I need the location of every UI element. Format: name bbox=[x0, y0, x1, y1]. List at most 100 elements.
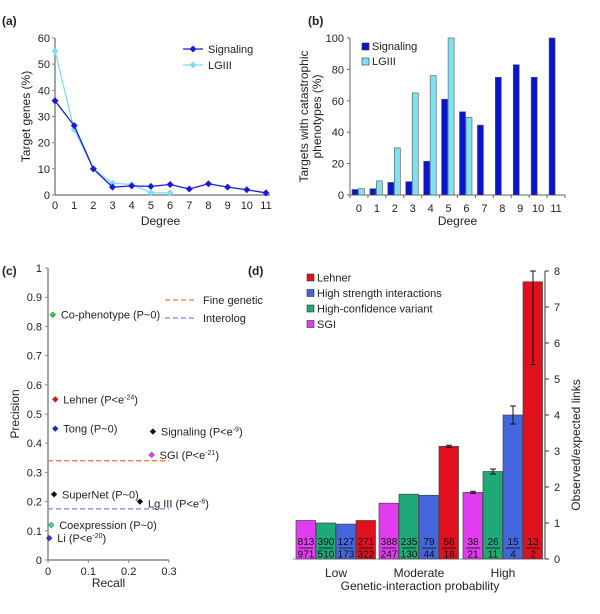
point-label: SGI (P<e-21) bbox=[160, 450, 219, 462]
data-point bbox=[50, 491, 58, 498]
data-point bbox=[51, 47, 59, 55]
x-tick-label: 0 bbox=[45, 566, 51, 578]
legend-label: Lehner bbox=[317, 273, 352, 285]
point-label: Coexpression (P~0) bbox=[59, 520, 157, 532]
count-denominator: 44 bbox=[423, 550, 435, 561]
x-tick-label: 1 bbox=[71, 200, 77, 212]
legend-label: Fine genetic bbox=[203, 295, 263, 307]
point-label-text: Lehner (P<e bbox=[63, 394, 124, 406]
bar-signaling bbox=[441, 98, 448, 196]
data-point bbox=[128, 182, 136, 190]
bar-sgi bbox=[295, 520, 316, 560]
point-label-text: Lg III (P<e bbox=[148, 499, 199, 511]
y-tick-label: 0.1 bbox=[27, 526, 42, 538]
data-point bbox=[49, 311, 57, 319]
bar-high-confidence-variant bbox=[398, 493, 419, 560]
data-point bbox=[70, 126, 78, 134]
legend-label: Interolog bbox=[203, 313, 246, 325]
group-label: Low bbox=[325, 566, 347, 580]
point-label-text: SuperNet (P~0) bbox=[62, 489, 139, 501]
y-tick-label: 0.4 bbox=[27, 438, 42, 450]
point-label-text: Co-phenotype (P~0) bbox=[61, 310, 160, 322]
panel-c-scatter-chart: 0 0.1 0.2 0.3 0.4 0.5 0.6 0.7 0.8 0.9 1 0 0.1 0.2 0.3 R… bbox=[8, 263, 263, 590]
y-tick-label: 20 bbox=[38, 138, 50, 150]
y-tick-label: 2 bbox=[554, 482, 560, 494]
bar-high-strength-interactions bbox=[335, 523, 356, 560]
bar-high-confidence-variant bbox=[315, 522, 336, 560]
x-tick-label: 4 bbox=[129, 200, 135, 212]
point-label: Co-phenotype (P~0) bbox=[61, 310, 160, 322]
x-tick-label: 5 bbox=[445, 203, 451, 215]
panel-a-label: (a) bbox=[2, 14, 17, 28]
bar-lgiii bbox=[429, 75, 437, 196]
y-tick-label: 1 bbox=[554, 518, 560, 530]
data-point bbox=[51, 97, 59, 105]
count-denominator: 130 bbox=[401, 550, 418, 561]
data-point bbox=[224, 183, 232, 191]
x-tick-label: 2 bbox=[392, 203, 398, 215]
x-tick-label: 11 bbox=[260, 200, 271, 212]
legend-marker bbox=[189, 61, 197, 69]
bar-signaling bbox=[387, 182, 395, 196]
legend-marker bbox=[189, 45, 197, 53]
x-tick-label: 3 bbox=[410, 203, 416, 215]
point-label: Tong (P~0) bbox=[63, 424, 117, 436]
point-label-suffix: ) bbox=[239, 427, 243, 439]
bar-signaling bbox=[548, 37, 556, 196]
x-tick-label: 0 bbox=[52, 200, 58, 212]
x-tick-label: 0.3 bbox=[161, 566, 176, 578]
x-tick-label: 8 bbox=[499, 203, 505, 215]
bar-signaling bbox=[369, 188, 377, 196]
bar-signaling bbox=[459, 111, 466, 196]
x-tick-label: 1 bbox=[374, 203, 380, 215]
y-tick-label: 6 bbox=[554, 338, 560, 350]
point-label: Li (P<e-20) bbox=[57, 533, 106, 545]
bar-lgiii bbox=[394, 147, 401, 196]
series-line-lgiii bbox=[54, 50, 171, 194]
x-axis-label: Recall bbox=[92, 576, 125, 590]
y-tick-label: 0.5 bbox=[27, 409, 42, 421]
y-tick-label: 60 bbox=[332, 96, 344, 108]
x-tick-label: 9 bbox=[517, 203, 523, 215]
y-tick-label: 0.7 bbox=[27, 351, 42, 363]
point-label-suffix: ) bbox=[134, 394, 138, 406]
count-numerator: 813 bbox=[298, 537, 315, 548]
y-tick-label: 0 bbox=[36, 555, 42, 567]
count-denominator: 21 bbox=[467, 550, 479, 561]
bar-lgiii bbox=[465, 116, 473, 196]
legend-label: Signaling bbox=[372, 41, 417, 53]
y-axis-label: Precision bbox=[8, 389, 22, 438]
x-axis-label: Genetic-interaction probability bbox=[341, 579, 500, 593]
point-label-suffix: ) bbox=[103, 533, 107, 545]
count-numerator: 79 bbox=[423, 537, 435, 548]
point-label-suffix: ) bbox=[205, 499, 209, 511]
y-axis-label: phenotypes (%) bbox=[310, 74, 324, 158]
y-tick-label: 0.2 bbox=[27, 497, 42, 509]
point-label-exponent: -21 bbox=[205, 450, 215, 457]
data-point bbox=[243, 186, 251, 194]
panel-d-bar-chart: 0 1 2 3 4 5 6 7 8 Observed/expected links Low Moder… bbox=[293, 266, 583, 593]
group-label: Moderate bbox=[394, 566, 445, 580]
x-tick-label: 7 bbox=[186, 200, 192, 212]
point-label-text: Tong (P~0) bbox=[63, 424, 117, 436]
point-label-exponent: -6 bbox=[199, 499, 205, 506]
count-numerator: 58 bbox=[443, 537, 455, 548]
data-point bbox=[51, 396, 59, 403]
count-denominator: 510 bbox=[318, 550, 335, 561]
y-tick-label: 40 bbox=[38, 85, 50, 97]
count-numerator: 13 bbox=[527, 537, 539, 548]
bar-sgi bbox=[378, 502, 399, 560]
bar-signaling bbox=[351, 189, 359, 196]
x-tick-label: 5 bbox=[148, 200, 154, 212]
y-tick-label: 0.9 bbox=[27, 292, 42, 304]
x-tick-label: 6 bbox=[463, 203, 469, 215]
bar-lgiii bbox=[358, 188, 365, 196]
series-line-signaling bbox=[54, 100, 267, 194]
bar-lgiii bbox=[376, 180, 383, 196]
x-tick-label: 7 bbox=[481, 203, 487, 215]
point-label-exponent: -20 bbox=[92, 533, 102, 540]
point-label-text: Coexpression (P~0) bbox=[59, 520, 157, 532]
y-tick-label: 4 bbox=[554, 410, 560, 422]
data-point bbox=[166, 189, 174, 197]
bar-signaling bbox=[530, 76, 538, 196]
